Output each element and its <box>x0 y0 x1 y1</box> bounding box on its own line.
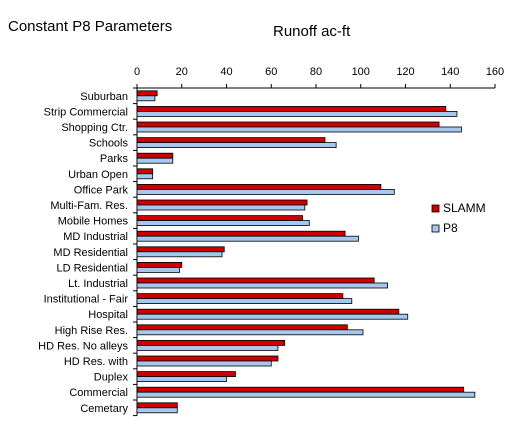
bar-p8-shopping-ctr <box>136 126 462 133</box>
category-label: Cemetary <box>80 403 128 415</box>
x-tick-label: 140 <box>441 66 459 78</box>
bar-slamm-duplex <box>136 371 236 378</box>
bar-p8-md-residential <box>136 251 223 258</box>
bar-p8-ld-residential <box>136 266 180 273</box>
bar-p8-mobile-homes <box>136 220 310 227</box>
bar-p8-md-industrial <box>136 235 359 242</box>
legend-label-p8: P8 <box>443 221 458 235</box>
bar-p8-multi-fam-res <box>136 204 306 211</box>
category-label: Urban Open <box>68 169 128 181</box>
category-label: Shopping Ctr. <box>61 122 128 134</box>
bar-p8-hd-res-with <box>136 360 272 367</box>
bar-slamm-schools <box>136 137 326 144</box>
category-label: Mobile Homes <box>58 216 129 228</box>
x-tick-label: 0 <box>134 66 140 78</box>
category-label: Commercial <box>69 387 128 399</box>
bar-p8-parks <box>136 157 174 164</box>
bar-slamm-mobile-homes <box>136 215 303 222</box>
bar-slamm-md-industrial <box>136 230 346 237</box>
bar-slamm-cemetary <box>136 402 178 409</box>
bar-p8-cemetary <box>136 407 178 414</box>
x-tick-label: 40 <box>220 66 232 78</box>
bar-p8-strip-commercial <box>136 111 458 117</box>
legend-swatch-slamm <box>431 204 440 213</box>
bar-p8-hd-res-no-alleys <box>136 344 279 351</box>
category-label: High Rise Res. <box>55 325 128 337</box>
x-tick-label: 80 <box>310 66 322 78</box>
legend-label-slamm: SLAMM <box>443 201 486 215</box>
bar-slamm-multi-fam-res <box>136 199 308 206</box>
x-tick-label: 100 <box>352 66 370 78</box>
bar-p8-urban-open <box>136 173 154 180</box>
bar-slamm-urban-open <box>136 168 154 175</box>
bar-p8-duplex <box>136 376 227 383</box>
category-label: MD Industrial <box>63 231 128 243</box>
x-tick-label: 120 <box>396 66 414 78</box>
x-axis-label: Runoff ac-ft <box>273 23 351 40</box>
bar-slamm-md-residential <box>136 246 225 253</box>
category-label: Institutional - Fair <box>44 294 129 306</box>
bar-slamm-office-park <box>136 183 382 190</box>
category-label: Parks <box>100 153 129 165</box>
category-label: Duplex <box>94 372 129 384</box>
category-label: HD Res. with <box>64 356 128 368</box>
bar-slamm-high-rise-res <box>136 324 348 331</box>
bar-slamm-hd-res-no-alleys <box>136 339 286 346</box>
bar-slamm-suburban <box>136 90 158 97</box>
legend-swatch-p8 <box>431 224 440 233</box>
bar-slamm-commercial <box>136 386 465 393</box>
category-label: Hospital <box>88 309 128 321</box>
bar-p8-hospital <box>136 313 409 320</box>
bar-slamm-strip-commercial <box>136 106 447 112</box>
bar-slamm-lt-industrial <box>136 277 375 284</box>
bar-p8-commercial <box>136 391 476 398</box>
bar-p8-office-park <box>136 188 395 195</box>
bar-p8-high-rise-res <box>136 329 364 336</box>
bar-slamm-shopping-ctr <box>136 121 440 128</box>
category-label: Schools <box>89 138 129 150</box>
bar-p8-suburban <box>136 95 156 102</box>
bar-slamm-hd-res-with <box>136 355 279 362</box>
bar-slamm-parks <box>136 152 174 159</box>
bar-p8-lt-industrial <box>136 282 389 289</box>
bar-slamm-hospital <box>136 308 400 315</box>
bar-p8-schools <box>136 142 337 149</box>
category-label: Lt. Industrial <box>68 278 128 290</box>
x-tick-label: 20 <box>176 66 188 78</box>
category-label: Strip Commercial <box>44 106 128 118</box>
chart-title: Constant P8 Parameters <box>8 18 173 35</box>
category-label: Suburban <box>80 91 128 103</box>
category-label: MD Residential <box>53 247 128 259</box>
x-tick-label: 60 <box>265 66 277 78</box>
category-label: LD Residential <box>56 262 128 274</box>
category-label: HD Res. No alleys <box>38 340 128 352</box>
bar-slamm-institutional-fair <box>136 293 344 300</box>
category-label: Office Park <box>74 184 129 196</box>
category-label: Multi-Fam. Res. <box>50 200 128 212</box>
bar-slamm-ld-residential <box>136 261 183 268</box>
x-tick-label: 160 <box>486 66 504 78</box>
bar-p8-institutional-fair <box>136 298 353 305</box>
